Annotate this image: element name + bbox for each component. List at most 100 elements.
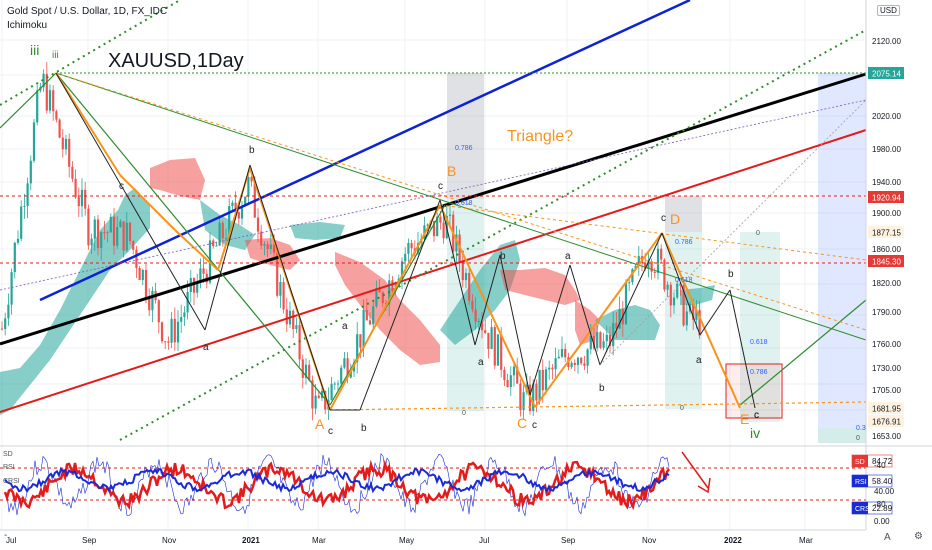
price-badge-label: 2075.14 (872, 70, 901, 79)
candle-body (426, 224, 429, 226)
candle-body (506, 379, 509, 388)
oscillator-name: RSI (3, 464, 15, 471)
candle-body (560, 349, 564, 357)
grid (0, 0, 866, 530)
candle-body (346, 358, 349, 378)
gear-icon[interactable]: ⚙ (914, 531, 923, 542)
candle-body (167, 341, 170, 343)
candle-body (487, 332, 490, 349)
candle-body (541, 369, 544, 391)
candle-body (272, 244, 276, 253)
candle-body (576, 357, 580, 366)
candle-body (356, 334, 359, 363)
candle-body (650, 261, 653, 272)
fib-label: 0.618 (750, 339, 768, 346)
price-badge-label: 1877.15 (872, 229, 901, 238)
wave-label: iv (750, 425, 760, 441)
cloud-segment (0, 188, 150, 415)
candle-body (637, 256, 640, 266)
time-axis-bg (0, 530, 932, 550)
candle-body (176, 321, 180, 343)
candle-body (432, 220, 436, 237)
candle-body (308, 364, 311, 381)
wave-label: a (342, 321, 348, 332)
wave-label: D (670, 211, 680, 227)
orange-wave (55, 72, 121, 176)
price-badge (868, 67, 904, 79)
price-badge (868, 415, 904, 427)
candle-body (141, 269, 144, 281)
candle-body (484, 330, 487, 333)
candle-body (58, 119, 61, 138)
candle-body (464, 272, 468, 281)
fib-zero-label: 0 (856, 435, 860, 442)
wave-label: C (517, 415, 527, 431)
candle-body (628, 282, 631, 284)
candle-body (84, 189, 87, 209)
wave-label: a (203, 342, 209, 353)
time-tick-label: 2021 (242, 536, 260, 545)
cloud-segment (335, 252, 440, 365)
candle-body (29, 160, 32, 184)
down-arrow (681, 451, 709, 489)
grey-dotted-trend (599, 99, 867, 366)
price-tick-label: 1980.00 (872, 145, 901, 154)
minimize-icon[interactable]: - (4, 530, 8, 541)
candle-body (68, 138, 71, 167)
candle-body (682, 285, 685, 326)
wave-label: c (754, 410, 759, 421)
candle-body (77, 197, 80, 207)
candle-body (656, 248, 660, 273)
log-scale-button[interactable]: A (884, 532, 891, 543)
candle-body (263, 244, 266, 246)
candle-body (266, 244, 269, 250)
price-badge (868, 191, 904, 203)
osc-badge-tag (852, 475, 868, 487)
price-badge-label: 1681.95 (872, 405, 901, 414)
candle-body (490, 327, 493, 349)
cloud-segment (440, 240, 520, 345)
fib-label: 0.618 (455, 200, 473, 207)
candle-body (10, 272, 13, 305)
candle-body (372, 306, 375, 325)
red-channel-line (0, 129, 867, 413)
candle-body (493, 327, 496, 366)
wave-label: c (754, 410, 759, 421)
candle-body (26, 183, 29, 206)
black-zigzag (699, 289, 731, 336)
candle-body (279, 281, 282, 296)
cloud-segment (290, 222, 345, 240)
time-axis[interactable]: Jul Sep Nov 2021 Mar May Jul Sep Nov 2022 Mar (0, 529, 932, 550)
candle-body (512, 366, 516, 376)
candle-body (583, 363, 586, 366)
candle-body (221, 222, 224, 239)
fib-label: 0.786 (675, 239, 693, 246)
osc-badge-value: 22.89 (872, 504, 893, 513)
candle-body (256, 217, 260, 232)
osc-badge-name: SD (855, 459, 865, 466)
wave-label: a (696, 355, 702, 366)
black-zigzag (661, 232, 701, 336)
fib-label: 0.618 (675, 277, 693, 284)
candle-body (695, 310, 698, 320)
fib-box (818, 73, 866, 428)
fib-label: 0.786 (455, 145, 473, 152)
candle-body (132, 241, 135, 250)
candle-body (93, 219, 96, 239)
candle-body (148, 297, 151, 311)
candle-body (608, 334, 612, 347)
down-arrow-head (697, 477, 711, 494)
fib-label: 0.786 (750, 369, 768, 376)
price-tick-label: 2020.00 (872, 112, 901, 121)
time-tick-label: Mar (799, 536, 813, 545)
candle-body (180, 317, 183, 322)
symbol-title[interactable]: Gold Spot / U.S. Dollar, 1D, FX_IDC (7, 6, 168, 17)
osc-tick-label: 40.00 (874, 487, 895, 496)
indicator-name[interactable]: Ichimoku (7, 20, 48, 31)
currency-badge[interactable]: USD (877, 5, 900, 16)
candle-body (362, 310, 365, 348)
oscillator-name: SD (3, 451, 13, 458)
price-axis[interactable]: 1653.00 1676.91 1681.95 1705.00 1730.00 1760.… (865, 0, 932, 530)
cloud-segment (245, 238, 300, 270)
